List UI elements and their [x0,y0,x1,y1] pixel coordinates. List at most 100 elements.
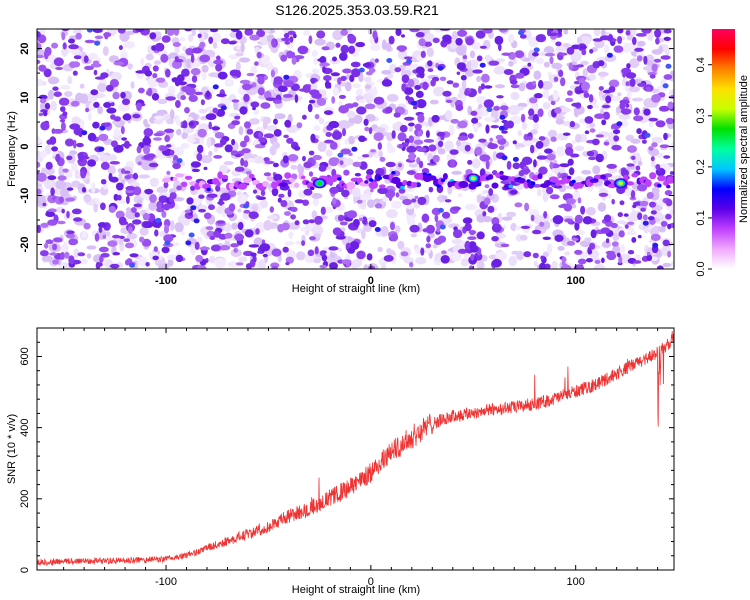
noise-cell [554,234,564,242]
noise-cell [52,128,64,134]
noise-cell [100,253,110,258]
noise-cell [40,121,50,131]
noise-cell [456,45,467,56]
noise-cell [319,250,326,257]
noise-cell [348,45,356,54]
noise-cell [622,72,626,78]
noise-cell [169,220,175,232]
noise-cell [381,263,387,269]
noise-cell [180,95,186,101]
noise-cell [163,224,170,234]
noise-cell [245,263,253,269]
noise-cell [519,106,524,111]
noise-cell [51,42,59,49]
noise-cell [606,163,617,169]
noise-cell [482,190,490,194]
noise-cell [228,41,237,45]
noise-cell [511,250,520,255]
noise-cell [71,116,81,126]
noise-cell [603,141,610,146]
noise-cell [634,47,644,52]
noise-cell [449,149,459,155]
noise-cell [329,262,338,269]
noise-cell [186,138,196,143]
noise-cell [647,216,655,221]
noise-cell [374,203,383,209]
noise-cell [422,81,429,91]
noise-cell [659,144,670,148]
noise-cell [457,29,468,37]
noise-cell [483,85,493,89]
noise-cell [542,88,550,99]
noise-cell [175,254,184,263]
noise-cell [594,104,599,109]
noise-cell [252,106,256,111]
noise-cell [234,153,242,158]
noise-cell [47,175,57,181]
noise-cell [468,265,474,269]
noise-cell [664,190,673,196]
noise-cell [625,72,637,79]
noise-cell [462,217,473,225]
noise-cell [307,103,313,113]
noise-cell [620,244,625,254]
noise-cell [663,132,668,141]
noise-cell [192,198,201,206]
noise-cell [633,152,641,163]
noise-cell [589,128,596,133]
noise-cell [338,94,346,99]
noise-cell [138,87,145,94]
noise-cell [551,260,558,269]
noise-cell [494,84,506,89]
noise-cell [633,107,640,116]
noise-cell [532,113,540,123]
noise-cell [154,115,164,120]
noise-cell [420,50,426,59]
noise-cell [429,99,439,105]
noise-cell [558,69,564,77]
noise-cell [290,214,296,220]
noise-cell [642,220,649,226]
noise-cell [126,195,130,205]
noise-cell [390,221,395,231]
noise-cell [469,50,476,59]
noise-cell [161,35,171,43]
noise-cell [379,156,386,162]
noise-cell [597,202,607,212]
noise-cell [233,100,239,111]
noise-cell [598,192,609,197]
noise-cell [257,87,265,96]
noise-cell [43,178,56,190]
noise-cell [460,258,470,267]
noise-cell [125,185,136,191]
noise-cell [283,32,290,39]
noise-cell [37,59,41,64]
noise-cell [37,31,41,38]
noise-cell [205,90,211,98]
noise-cell [39,98,47,104]
noise-cell [370,188,374,193]
noise-cell [190,161,201,168]
noise-cell [456,62,466,71]
noise-cell [386,58,393,63]
noise-cell [476,231,485,240]
noise-cell [432,37,440,44]
noise-cell [324,80,330,89]
noise-cell [593,264,606,269]
signal-cell [458,180,469,189]
noise-cell [495,251,508,261]
noise-cell [280,200,288,208]
noise-cell [400,251,409,257]
noise-cell [136,145,142,154]
noise-cell [589,48,594,54]
noise-cell [323,75,332,82]
noise-cell [100,161,110,170]
noise-cell [116,189,123,197]
noise-cell [480,83,485,90]
noise-cell [616,252,621,258]
noise-cell [67,75,73,85]
noise-cell [518,82,526,92]
noise-cell [544,148,553,154]
noise-cell [394,67,402,73]
noise-cell [339,160,344,166]
